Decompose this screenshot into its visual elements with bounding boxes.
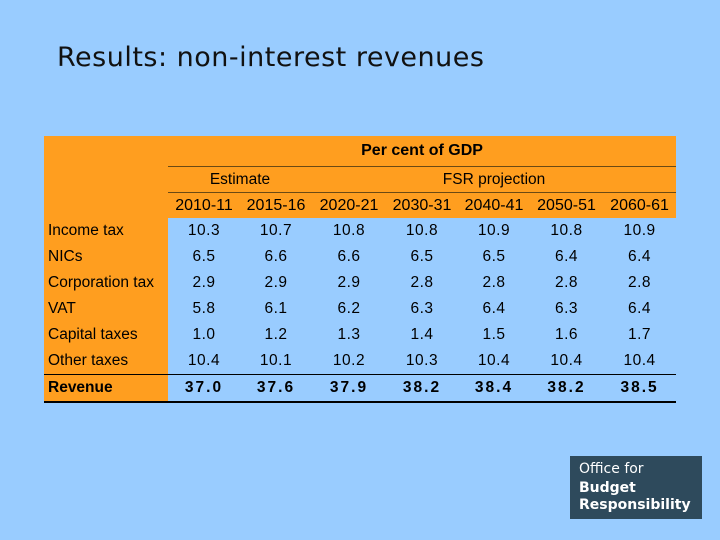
year-header: 2010-11 bbox=[168, 192, 240, 218]
value-cell: 38.2 bbox=[386, 374, 458, 403]
value-cell: 6.6 bbox=[337, 248, 361, 265]
value-cell: 10.3 bbox=[187, 222, 221, 239]
value-cell: 6.4 bbox=[554, 248, 579, 265]
header-corner bbox=[44, 136, 168, 167]
value-cell: 6.2 bbox=[337, 300, 361, 317]
table-row: NICs 6.5 6.6 6.6 6.5 6.5 6.4 6.4 bbox=[44, 244, 676, 270]
value-cell: 10.4 bbox=[623, 352, 656, 369]
value-cell: 6.3 bbox=[554, 300, 579, 317]
estimate-header: Estimate bbox=[168, 166, 312, 193]
value-cell: 2.8 bbox=[410, 274, 434, 291]
value-cell: 37.0 bbox=[168, 374, 240, 403]
table-row: Capital taxes 1.0 1.2 1.3 1.4 1.5 1.6 1.7 bbox=[44, 322, 676, 348]
value-cell: 10.8 bbox=[332, 222, 366, 239]
unit-header: Per cent of GDP bbox=[168, 136, 677, 167]
year-header: 2060-61 bbox=[603, 192, 677, 218]
value-cell: 1.5 bbox=[482, 326, 506, 343]
value-cell: 10.8 bbox=[405, 222, 439, 239]
value-cell: 2.8 bbox=[554, 274, 579, 291]
value-cell: 37.6 bbox=[240, 374, 312, 403]
value-cell: 6.5 bbox=[192, 248, 216, 265]
header-row-groups: Estimate FSR projection bbox=[44, 166, 677, 193]
value-cell: 2.9 bbox=[264, 274, 288, 291]
value-cell: 38.2 bbox=[530, 374, 603, 403]
row-label: Corporation tax bbox=[44, 270, 168, 296]
table-row: Other taxes 10.4 10.1 10.2 10.3 10.4 10.4 10.4 bbox=[44, 348, 676, 375]
row-label: NICs bbox=[44, 244, 168, 270]
value-cell: 1.0 bbox=[192, 326, 216, 343]
logo-line-2: Budget bbox=[579, 480, 636, 496]
value-cell: 1.7 bbox=[628, 326, 652, 343]
total-row: Revenue 37.0 37.6 37.9 38.2 38.4 38.2 38.5 bbox=[44, 374, 677, 403]
value-cell: 6.1 bbox=[264, 300, 288, 317]
row-label: Capital taxes bbox=[44, 322, 168, 348]
value-cell: 1.3 bbox=[337, 326, 361, 343]
value-cell: 1.6 bbox=[554, 326, 579, 343]
revenue-table: Per cent of GDP Estimate FSR projection … bbox=[44, 136, 677, 403]
slide-title: Results: non-interest revenues bbox=[57, 42, 485, 73]
value-cell: 10.8 bbox=[550, 222, 583, 239]
table-row: Income tax 10.3 10.7 10.8 10.8 10.9 10.8 10.9 bbox=[44, 218, 676, 244]
value-cell: 6.6 bbox=[264, 248, 288, 265]
value-cell: 2.8 bbox=[628, 274, 652, 291]
value-cell: 10.4 bbox=[187, 352, 221, 369]
row-label: Other taxes bbox=[44, 348, 168, 375]
value-cell: 6.4 bbox=[628, 248, 652, 265]
table-body: Income tax 10.3 10.7 10.8 10.8 10.9 10.8 10.9 NI… bbox=[44, 218, 677, 403]
value-cell: 37.9 bbox=[312, 374, 386, 403]
obr-logo: Office for Budget Responsibility bbox=[570, 456, 702, 519]
year-header: 2040-41 bbox=[458, 192, 530, 218]
value-cell: 6.4 bbox=[628, 300, 652, 317]
value-cell: 10.4 bbox=[477, 352, 511, 369]
header-row-unit: Per cent of GDP bbox=[44, 136, 677, 167]
table-row: VAT 5.8 6.1 6.2 6.3 6.4 6.3 6.4 bbox=[44, 296, 676, 322]
year-header: 2030-31 bbox=[386, 192, 458, 218]
value-cell: 38.4 bbox=[458, 374, 530, 403]
value-cell: 38.5 bbox=[603, 374, 677, 403]
year-header: 2020-21 bbox=[312, 192, 386, 218]
year-header: 2015-16 bbox=[240, 192, 312, 218]
value-cell: 10.9 bbox=[477, 222, 511, 239]
row-label: Income tax bbox=[44, 218, 168, 244]
value-cell: 10.1 bbox=[259, 352, 293, 369]
value-cell: 10.4 bbox=[550, 352, 583, 369]
value-cell: 1.4 bbox=[410, 326, 434, 343]
value-cell: 6.5 bbox=[410, 248, 434, 265]
value-cell: 10.3 bbox=[405, 352, 439, 369]
value-cell: 1.2 bbox=[264, 326, 288, 343]
value-cell: 2.9 bbox=[192, 274, 216, 291]
row-label: VAT bbox=[44, 296, 168, 322]
table-row: Corporation tax 2.9 2.9 2.9 2.8 2.8 2.8 2.8 bbox=[44, 270, 676, 296]
value-cell: 10.7 bbox=[259, 222, 293, 239]
logo-line-3: Responsibility bbox=[579, 497, 691, 513]
revenue-table-container: Per cent of GDP Estimate FSR projection … bbox=[44, 136, 677, 403]
year-header: 2050-51 bbox=[530, 192, 603, 218]
value-cell: 6.5 bbox=[482, 248, 506, 265]
header-row-years: 2010-11 2015-16 2020-21 2030-31 2040-41 … bbox=[44, 192, 677, 218]
value-cell: 2.9 bbox=[337, 274, 361, 291]
value-cell: 10.9 bbox=[623, 222, 656, 239]
value-cell: 6.4 bbox=[482, 300, 506, 317]
header-corner-2 bbox=[44, 166, 168, 193]
value-cell: 6.3 bbox=[410, 300, 434, 317]
value-cell: 5.8 bbox=[192, 300, 216, 317]
value-cell: 2.8 bbox=[482, 274, 506, 291]
header-corner-3 bbox=[44, 192, 168, 218]
value-cell: 10.2 bbox=[332, 352, 366, 369]
projection-header: FSR projection bbox=[312, 166, 677, 193]
logo-line-1: Office for bbox=[579, 461, 644, 477]
row-label: Revenue bbox=[44, 374, 168, 403]
